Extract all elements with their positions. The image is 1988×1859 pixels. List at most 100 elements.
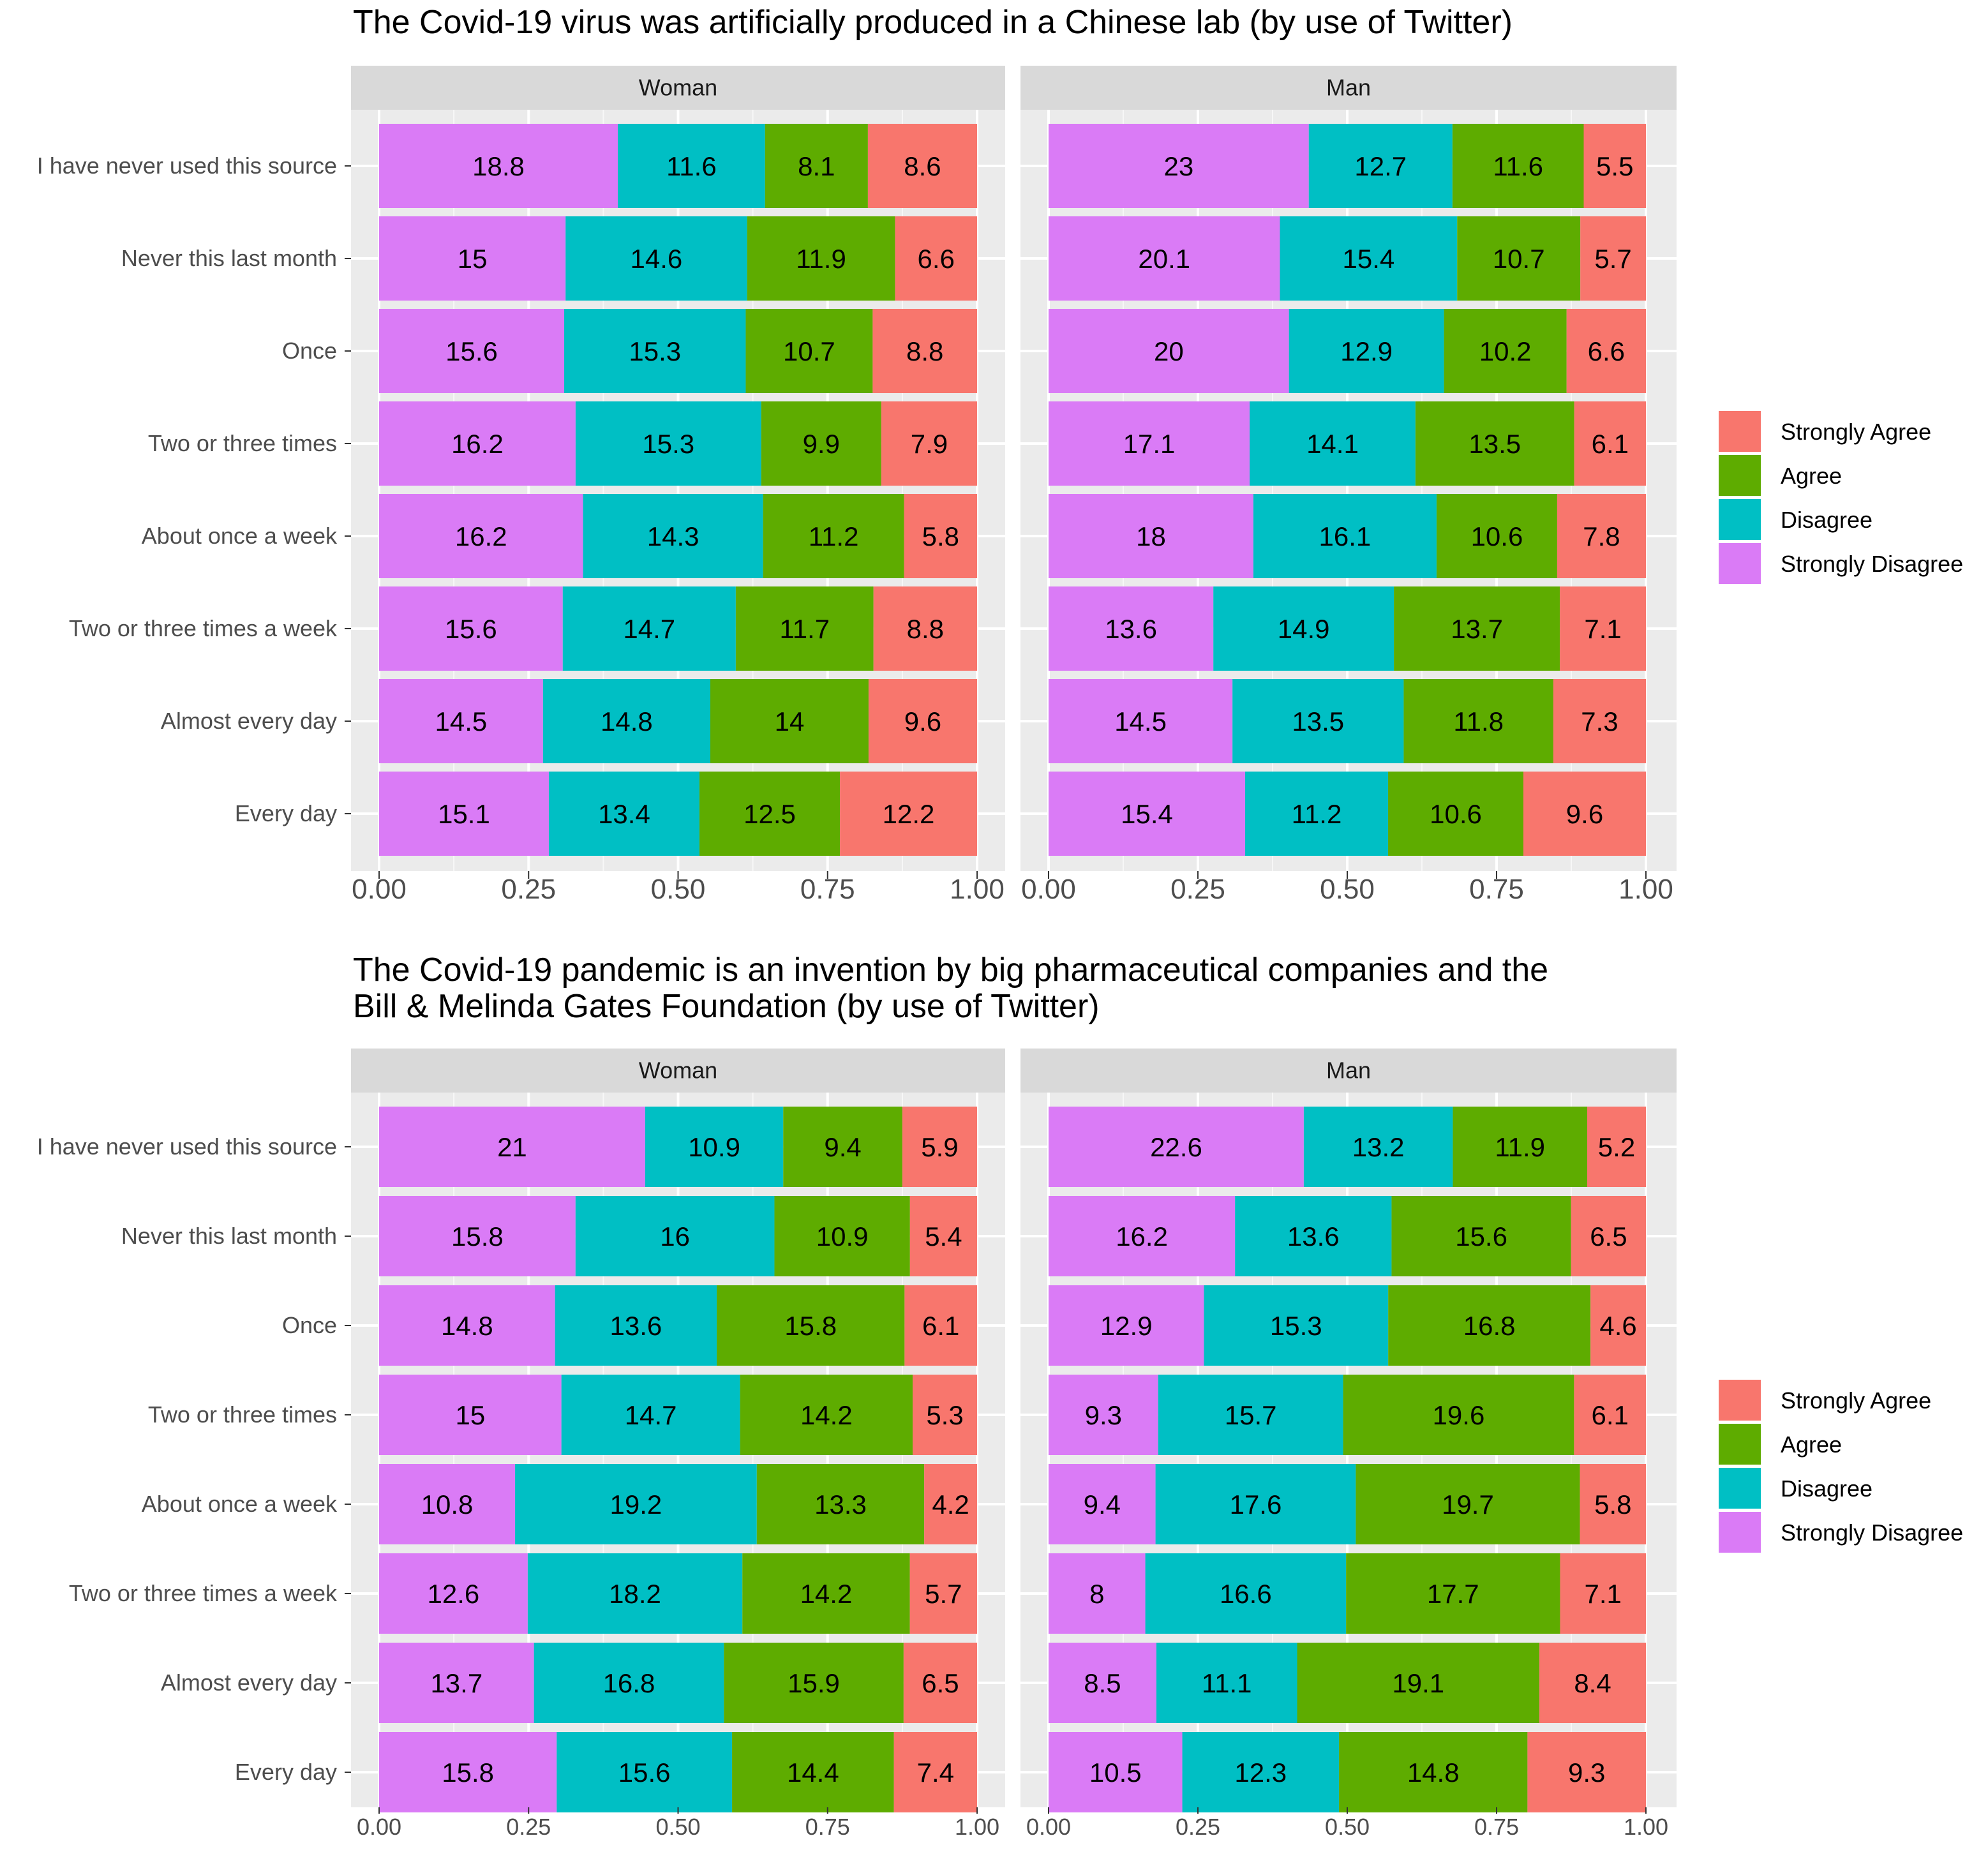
bar-value-label: 12.9 xyxy=(1100,1311,1153,1341)
x-tick-label: 1.00 xyxy=(1624,1814,1668,1840)
bar-segment-strongly-disagree xyxy=(1049,216,1280,301)
bar-value-label: 7.3 xyxy=(1581,706,1618,736)
bar-value-label: 10.7 xyxy=(783,336,835,366)
bar-value-label: 14.9 xyxy=(1278,614,1330,644)
bar-value-label: 12.9 xyxy=(1340,336,1393,366)
chart-1: The Covid-19 virus was artificially prod… xyxy=(37,4,1963,905)
bar-segment-agree xyxy=(1403,679,1553,763)
category-label: Almost every day xyxy=(161,708,337,734)
bar-value-label: 10.5 xyxy=(1089,1758,1142,1788)
bar-segment-strongly-disagree xyxy=(379,216,566,301)
bar-value-label: 5.3 xyxy=(926,1400,963,1430)
bar-value-label: 7.1 xyxy=(1584,614,1621,644)
bar-value-label: 10.9 xyxy=(688,1132,740,1162)
bar-segment-strongly-agree xyxy=(904,1285,977,1366)
bar-value-label: 14.4 xyxy=(787,1758,839,1788)
bar-segment-disagree xyxy=(1145,1553,1347,1634)
bar-value-label: 7.4 xyxy=(917,1758,954,1788)
legend-label: Strongly Agree xyxy=(1781,1387,1931,1414)
bar-value-label: 22.6 xyxy=(1150,1132,1202,1162)
bar-segment-agree xyxy=(745,309,873,393)
bar-value-label: 5.8 xyxy=(922,521,959,551)
bar-segment-strongly-disagree xyxy=(1049,494,1253,578)
bar-segment-strongly-disagree xyxy=(379,1375,562,1455)
category-label: Two or three times xyxy=(148,430,337,456)
bar-value-label: 11.1 xyxy=(1202,1668,1252,1698)
bar-value-label: 16.1 xyxy=(1319,521,1371,551)
bar-value-label: 10.6 xyxy=(1471,521,1523,551)
bar-segment-strongly-agree xyxy=(1553,679,1646,763)
facet-strip-label: Man xyxy=(1326,75,1371,101)
bar-segment-strongly-agree xyxy=(902,1107,977,1187)
bar-segment-strongly-agree xyxy=(1574,1375,1646,1455)
bar-segment-agree xyxy=(742,1553,910,1634)
bar-value-label: 15.3 xyxy=(642,429,694,459)
bar-value-label: 10.6 xyxy=(1430,799,1482,829)
bar-value-label: 18.8 xyxy=(472,151,525,181)
x-tick-label: 0.75 xyxy=(1474,1814,1519,1840)
bar-value-label: 13.7 xyxy=(1451,614,1503,644)
bar-segment-strongly-agree xyxy=(893,1732,977,1812)
bar-segment-strongly-agree xyxy=(1590,1285,1646,1366)
bar-segment-agree xyxy=(1391,1196,1571,1276)
legend-key-strongly-disagree xyxy=(1719,543,1761,584)
bar-value-label: 9.6 xyxy=(1566,799,1603,829)
bar-segment-agree xyxy=(724,1643,904,1723)
bar-segment-strongly-disagree xyxy=(1049,1107,1304,1187)
legend-key-agree xyxy=(1719,455,1761,496)
bar-value-label: 5.7 xyxy=(1594,244,1631,274)
legend: Strongly Agree Agree Disagree Strongly Disa… xyxy=(1719,411,1963,584)
category-label: Two or three times xyxy=(148,1401,337,1428)
bar-value-label: 9.4 xyxy=(1084,1489,1121,1519)
x-tick-label: 0.75 xyxy=(1469,874,1524,905)
bar-value-label: 11.7 xyxy=(779,614,830,644)
bar-value-label: 10.7 xyxy=(1493,244,1545,274)
bar-segment-strongly-agree xyxy=(868,679,977,763)
legend-label: Agree xyxy=(1781,1431,1842,1458)
bar-segment-disagree xyxy=(1280,216,1458,301)
bar-value-label: 15.6 xyxy=(618,1758,671,1788)
bar-segment-strongly-disagree xyxy=(1049,1464,1156,1544)
bar-value-label: 17.7 xyxy=(1427,1579,1479,1609)
facet-woman: Woman 21 10.9 9.4 5.9 15.8 16 10.9 5.4 14.8 13.6 15… xyxy=(351,1049,1005,1840)
category-label: Two or three times a week xyxy=(69,1580,338,1606)
bar-value-label: 15.6 xyxy=(445,614,497,644)
x-tick-label: 0.00 xyxy=(1026,1814,1071,1840)
bar-segment-strongly-agree xyxy=(909,1553,977,1634)
bar-value-label: 5.4 xyxy=(925,1221,962,1251)
bar-value-label: 15.3 xyxy=(1270,1311,1322,1341)
bar-segment-strongly-disagree xyxy=(379,1464,516,1544)
bar-value-label: 6.5 xyxy=(922,1668,959,1698)
bar-value-label: 15.3 xyxy=(629,336,681,366)
legend-key-strongly-agree xyxy=(1719,411,1761,452)
facet-strip-label: Woman xyxy=(639,75,717,101)
bar-segment-disagree xyxy=(562,586,736,671)
bar-segment-strongly-disagree xyxy=(1049,1643,1156,1723)
bar-value-label: 6.1 xyxy=(922,1311,959,1341)
category-label: Every day xyxy=(235,1759,337,1785)
x-tick-label: 0.00 xyxy=(357,1814,401,1840)
chart-title-line: The Covid-19 virus was artificially prod… xyxy=(353,4,1513,41)
bar-value-label: 9.3 xyxy=(1568,1758,1605,1788)
bar-segment-disagree xyxy=(618,124,765,208)
bar-segment-agree xyxy=(1394,586,1560,671)
bar-value-label: 13.4 xyxy=(598,799,650,829)
bar-value-label: 14.7 xyxy=(625,1400,677,1430)
bar-segment-disagree xyxy=(534,1643,724,1723)
bar-segment-agree xyxy=(717,1285,905,1366)
category-label: Two or three times a week xyxy=(69,615,338,641)
chart-title-line: The Covid-19 pandemic is an invention by… xyxy=(353,952,1548,989)
x-tick-label: 0.25 xyxy=(1170,874,1225,905)
bar-value-label: 5.2 xyxy=(1598,1132,1635,1162)
bar-value-label: 16 xyxy=(660,1221,690,1251)
category-label: I have never used this source xyxy=(37,153,337,179)
bar-segment-strongly-agree xyxy=(840,772,977,856)
bar-segment-agree xyxy=(1444,309,1567,393)
bar-segment-agree xyxy=(756,1464,925,1544)
bar-value-label: 19.6 xyxy=(1433,1400,1485,1430)
bar-segment-agree xyxy=(761,401,881,486)
bar-segment-strongly-agree xyxy=(1574,401,1646,486)
bar-segment-strongly-disagree xyxy=(379,586,563,671)
bar-value-label: 8.6 xyxy=(904,151,941,181)
